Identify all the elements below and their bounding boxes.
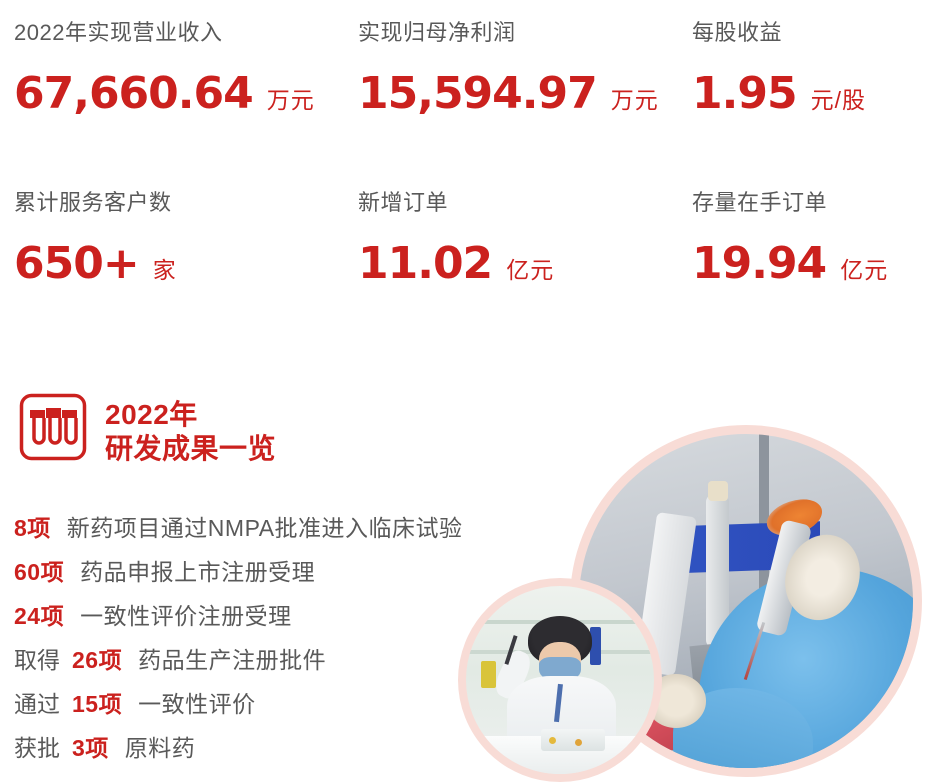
metric-value: 11.02 (358, 238, 493, 289)
item-text: 原料药 (124, 735, 196, 761)
item-text: 药品申报上市注册受理 (80, 559, 316, 585)
list-item: 获批 3项 原料药 (14, 726, 463, 770)
metric-label: 2022年实现营业收入 (14, 20, 223, 45)
metric-label: 实现归母净利润 (358, 20, 516, 45)
item-prefix: 通过 (14, 691, 60, 717)
item-count: 15项 (72, 691, 123, 717)
metric-customers-served: 累计服务客户数 650+ 家 (14, 188, 177, 286)
metric-unit: 亿元 (506, 257, 555, 283)
metric-unit: 家 (152, 257, 177, 283)
list-item: 通过 15项 一致性评价 (14, 682, 463, 726)
list-item: 24项 一致性评价注册受理 (14, 594, 463, 638)
item-prefix: 获批 (14, 735, 60, 761)
metric-new-orders: 新增订单 11.02 亿元 (358, 188, 554, 286)
item-count: 8项 (14, 515, 51, 541)
metric-label: 新增订单 (358, 190, 449, 215)
item-count: 60项 (14, 559, 65, 585)
metric-unit: 万元 (266, 87, 315, 113)
metric-net-profit: 实现归母净利润 15,594.97 万元 (358, 18, 659, 116)
metric-value: 19.94 (692, 238, 827, 289)
item-text: 一致性评价注册受理 (80, 603, 292, 629)
metric-eps: 每股收益 1.95 元/股 (692, 18, 866, 116)
metric-label: 累计服务客户数 (14, 190, 172, 215)
test-tubes-icon (19, 393, 87, 461)
item-prefix: 取得 (14, 647, 60, 673)
metric-backlog-orders: 存量在手订单 19.94 亿元 (692, 188, 888, 286)
item-text: 新药项目通过NMPA批准进入临床试验 (66, 515, 463, 541)
list-item: 8项 新药项目通过NMPA批准进入临床试验 (14, 506, 463, 550)
metric-value: 1.95 (692, 68, 798, 119)
item-text: 药品生产注册批件 (138, 647, 327, 673)
item-count: 26项 (72, 647, 123, 673)
metric-label: 每股收益 (692, 20, 783, 45)
metric-value: 650+ (14, 238, 140, 289)
item-count: 3项 (72, 735, 109, 761)
item-count: 24项 (14, 603, 65, 629)
researcher-lab-photo (458, 578, 662, 782)
section-title: 2022年 研发成果一览 (105, 392, 276, 466)
item-text: 一致性评价 (138, 691, 256, 717)
section-title-line1: 2022年 (105, 399, 198, 430)
rd-results-section-header: 2022年 研发成果一览 (18, 392, 276, 466)
metric-label: 存量在手订单 (692, 190, 828, 215)
metric-unit: 亿元 (840, 257, 889, 283)
rd-achievements-list: 8项 新药项目通过NMPA批准进入临床试验 60项 药品申报上市注册受理 24项… (14, 506, 463, 770)
list-item: 取得 26项 药品生产注册批件 (14, 638, 463, 682)
metric-value: 15,594.97 (358, 68, 598, 119)
section-title-line2: 研发成果一览 (105, 433, 277, 464)
metric-operating-revenue: 2022年实现营业收入 67,660.64 万元 (14, 18, 315, 116)
metric-value: 67,660.64 (14, 68, 254, 119)
list-item: 60项 药品申报上市注册受理 (14, 550, 463, 594)
metric-unit: 元/股 (810, 87, 866, 113)
metric-unit: 万元 (610, 87, 659, 113)
